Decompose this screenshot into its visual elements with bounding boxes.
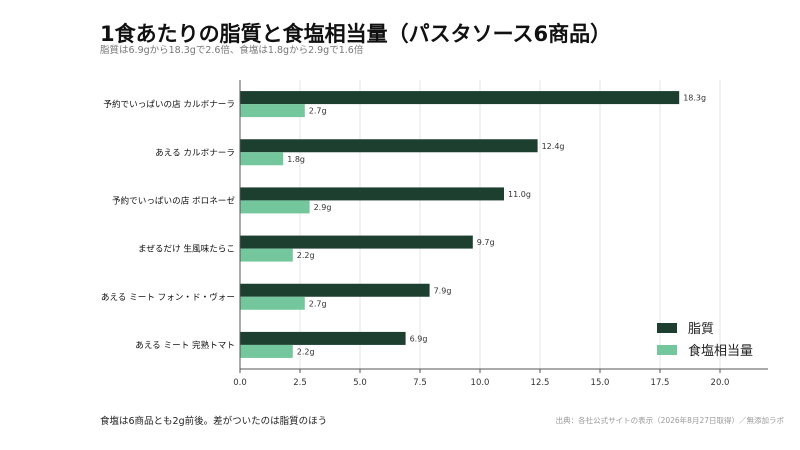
value-label-salt: 2.7g (309, 107, 327, 116)
x-tick-label: 0.0 (233, 378, 247, 388)
value-label-fat: 18.3g (683, 94, 706, 103)
x-tick-label: 17.5 (651, 378, 670, 388)
value-label-fat: 11.0g (508, 190, 531, 199)
value-label-salt: 2.2g (297, 347, 315, 356)
bar-fat (240, 139, 538, 153)
x-tick-label: 2.5 (293, 378, 307, 388)
category-label: 予約でいっぱいの店 ボロネーゼ (112, 194, 235, 206)
bar-fat (240, 283, 430, 297)
x-axis: 0.0 2.5 5.0 7.5 10.0 12.5 15.0 17.5 20.0 (233, 80, 768, 388)
value-label-fat: 9.7g (477, 238, 495, 247)
x-tick-label: 10.0 (471, 378, 490, 388)
legend-label: 食塩相当量 (688, 343, 753, 359)
category-label: あえる ミート フォン・ド・ヴォー (101, 291, 235, 303)
x-tick-label: 20.0 (711, 378, 730, 388)
value-label-fat: 6.9g (410, 334, 428, 343)
value-label-salt: 2.2g (297, 251, 315, 260)
chart-title: 1食あたりの脂質と食塩相当量（パスタソース6商品） (100, 22, 612, 46)
bar-fat (240, 235, 473, 249)
bar-salt (240, 152, 284, 166)
bar-fat (240, 91, 680, 105)
legend-swatch (657, 345, 677, 355)
bar-fat (240, 331, 406, 345)
value-label-salt: 1.8g (287, 155, 305, 164)
x-tick-label: 5.0 (353, 378, 367, 388)
footnote: 食塩は6商品とも2g前後。差がついたのは脂質のほう (100, 416, 328, 427)
x-tick-label: 7.5 (413, 378, 427, 388)
value-label-salt: 2.7g (309, 299, 327, 308)
bar-salt (240, 344, 293, 358)
category-label: あえる カルボナーラ (155, 147, 235, 158)
value-label-fat: 12.4g (542, 142, 565, 151)
category-label: まぜるだけ 生風味たらこ (138, 243, 235, 255)
x-tick-label: 15.0 (591, 378, 610, 388)
value-label-fat: 7.9g (434, 286, 452, 295)
bars (240, 91, 680, 358)
category-label: あえる ミート 完熟トマト (135, 339, 235, 351)
legend-swatch (657, 323, 677, 333)
chart-subtitle: 脂質は6.9gから18.3gで2.6倍、食塩は1.8gから2.9gで1.6倍 (100, 45, 364, 56)
value-label-salt: 2.9g (314, 203, 332, 212)
source-note: 出典：各社公式サイトの表示（2026年8月27日取得）／無添加ラボ (555, 416, 784, 425)
bar-salt (240, 296, 305, 310)
value-labels: 18.3g 2.7g 12.4g 1.8g 11.0g 2.9g 9.7g 2.2g 7.9g 2… (287, 94, 706, 357)
bar-salt (240, 104, 305, 118)
legend-label: 脂質 (688, 322, 714, 337)
bar-fat (240, 187, 504, 201)
gridlines (299, 80, 721, 369)
bar-salt (240, 248, 293, 262)
bar-salt (240, 200, 310, 214)
category-label: 予約でいっぱいの店 カルボナーラ (103, 98, 235, 110)
x-tick-label: 12.5 (531, 378, 550, 388)
